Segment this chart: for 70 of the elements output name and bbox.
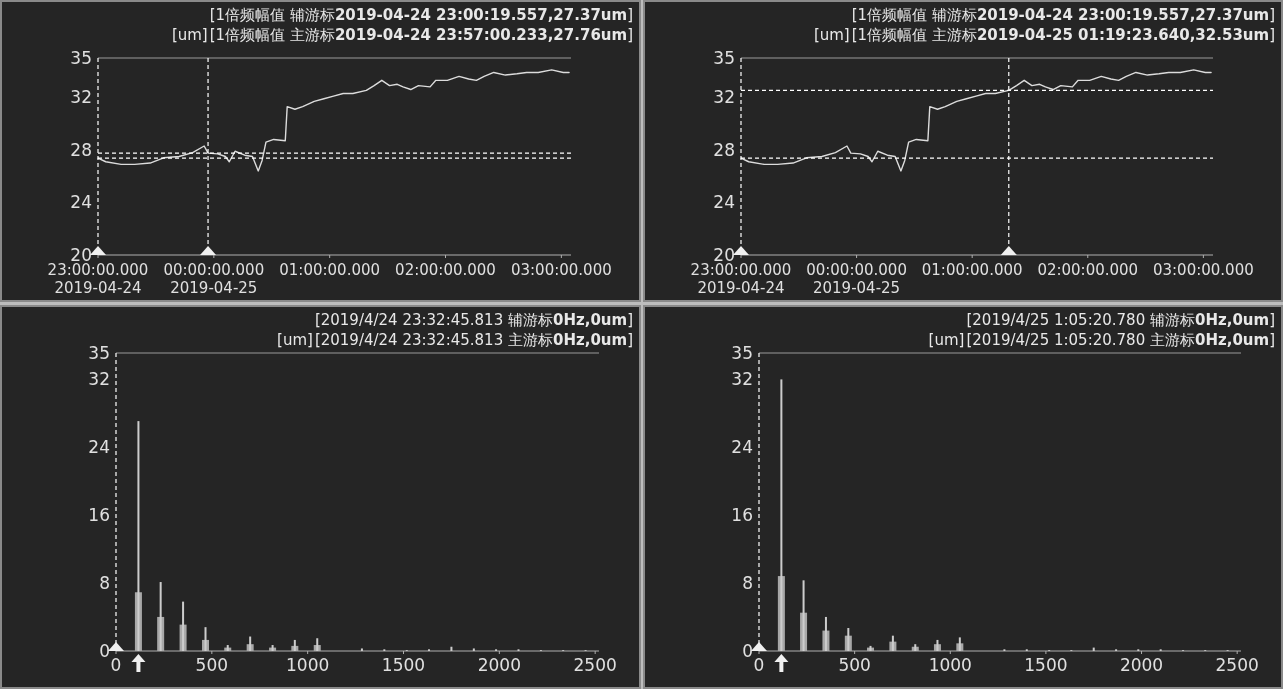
y-tick-label: 35 bbox=[731, 343, 753, 363]
x-tick-label: 01:00:00.000 bbox=[279, 261, 381, 279]
y-tick-label: 24 bbox=[88, 436, 110, 457]
bar bbox=[847, 628, 850, 651]
y-tick-label: 16 bbox=[88, 504, 110, 525]
y-tick-label: 32 bbox=[70, 87, 92, 108]
y-tick-label: 32 bbox=[731, 368, 753, 389]
x-tick-label: 500 bbox=[838, 655, 871, 675]
y-tick-label: 0 bbox=[99, 641, 110, 661]
x-tick-label: 01:00:00.000 bbox=[921, 261, 1023, 279]
chart-title: [1倍频幅值 辅游标2019-04-24 23:00:19.557,27.37um] bbox=[209, 6, 633, 24]
y-tick-label: 0 bbox=[742, 641, 753, 661]
y-tick-label: 32 bbox=[713, 87, 735, 108]
x-tick-label: 500 bbox=[195, 655, 229, 675]
line-series bbox=[97, 69, 570, 172]
y-tick-label: 24 bbox=[731, 436, 753, 457]
y-tick-label: 32 bbox=[88, 368, 110, 389]
y-tick-label: 8 bbox=[99, 572, 110, 593]
bar bbox=[780, 379, 783, 651]
bar bbox=[204, 627, 207, 651]
chart-title: [2019/4/25 1:05:20.780 辅游标0Hz,0um] bbox=[966, 311, 1275, 329]
x-tick-label: 2500 bbox=[1215, 655, 1259, 675]
bar bbox=[958, 637, 961, 651]
bar bbox=[360, 648, 363, 651]
x-tick-label: 1500 bbox=[1024, 655, 1068, 675]
x-tick-label: 03:00:00.000 bbox=[510, 261, 612, 279]
bar bbox=[182, 601, 185, 651]
y-tick-label: 8 bbox=[742, 572, 753, 593]
y-tick-label: 35 bbox=[70, 48, 92, 68]
chart-subtitle: [2019/4/24 23:32:45.813 主游标0Hz,0um] bbox=[314, 331, 633, 349]
bar bbox=[824, 616, 827, 651]
bar bbox=[936, 639, 939, 651]
x-tick-label: 00:00:00.000 2019-04-25 bbox=[806, 261, 907, 297]
y-tick-label: 16 bbox=[731, 504, 753, 525]
bar bbox=[293, 639, 296, 651]
bar bbox=[316, 638, 319, 651]
bar bbox=[249, 636, 252, 651]
x-tick-label: 1000 bbox=[286, 655, 330, 675]
x-tick-label: 2500 bbox=[573, 655, 617, 675]
y-tick-label: 35 bbox=[88, 343, 110, 363]
bar bbox=[137, 421, 140, 651]
chart-subtitle: [1倍频幅值 主游标2019-04-25 01:19:23.640,32.53um] bbox=[851, 26, 1275, 44]
x-tick-label: 1500 bbox=[381, 655, 426, 675]
bar bbox=[802, 580, 805, 651]
y-tick-label: 24 bbox=[713, 192, 735, 213]
x-tick-label: 2000 bbox=[477, 655, 521, 675]
y-axis-title: [um] bbox=[813, 26, 850, 44]
y-axis-title: [um] bbox=[171, 26, 208, 44]
chart-subtitle: [1倍频幅值 主游标2019-04-24 23:57:00.233,27.76um] bbox=[209, 26, 633, 44]
x-tick-label: 1000 bbox=[928, 655, 972, 675]
chart-title: [1倍频幅值 辅游标2019-04-24 23:00:19.557,27.37um] bbox=[851, 6, 1275, 24]
x-tick-label: 02:00:00.000 bbox=[395, 261, 496, 279]
x-tick-label: 23:00:00.000 2019-04-24 bbox=[690, 261, 792, 297]
y-axis-title: [um] bbox=[928, 331, 965, 349]
bar bbox=[891, 635, 894, 651]
y-tick-label: 28 bbox=[70, 139, 92, 160]
line-series bbox=[740, 69, 1212, 172]
x-tick-label: 03:00:00.000 bbox=[1152, 261, 1254, 279]
x-tick-label: 00:00:00.000 2019-04-25 bbox=[163, 261, 265, 297]
bar bbox=[159, 582, 162, 651]
x-tick-label: 02:00:00.000 bbox=[1037, 261, 1139, 279]
y-tick-label: 24 bbox=[70, 192, 92, 213]
chart-subtitle: [2019/4/25 1:05:20.780 主游标0Hz,0um] bbox=[966, 331, 1275, 349]
x-tick-label: 23:00:00.000 2019-04-24 bbox=[47, 261, 149, 297]
x-tick-label: 2000 bbox=[1119, 655, 1164, 675]
y-tick-label: 28 bbox=[713, 139, 735, 160]
y-axis-title: [um] bbox=[277, 331, 313, 349]
bar bbox=[472, 648, 475, 651]
y-tick-label: 35 bbox=[713, 48, 735, 68]
chart-title: [2019/4/24 23:32:45.813 辅游标0Hz,0um] bbox=[314, 311, 633, 329]
